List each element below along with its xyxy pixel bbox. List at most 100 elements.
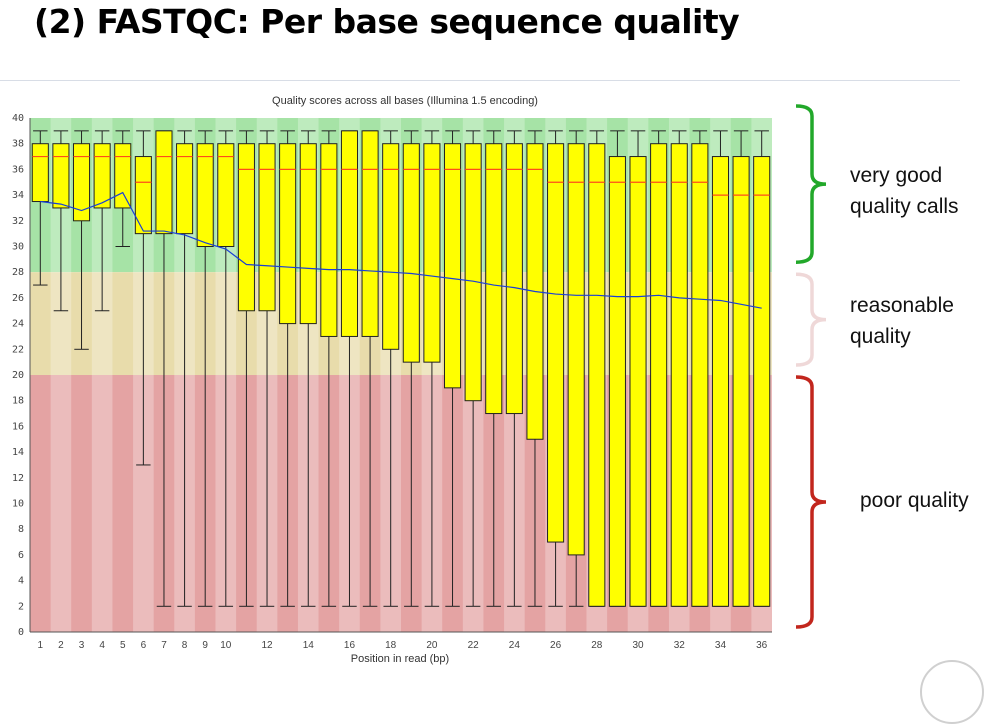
x-tick-labels: 1 2 3 4 5 6 7 8 9 10 12 14 16 18 20 22 24 26 28 30 32 34 36 <box>38 640 768 651</box>
x-tick-label: 34 <box>715 640 727 651</box>
y-tick-label: 6 <box>18 550 24 561</box>
box <box>711 156 730 607</box>
quality-boxplot-chart: Quality scores across all bases (Illumin… <box>12 95 772 665</box>
box-position-24 <box>505 130 523 607</box>
x-tick-label: 1 <box>38 640 44 651</box>
box <box>52 143 70 209</box>
box <box>361 130 379 337</box>
y-tick-label: 36 <box>12 164 24 175</box>
box-position-31 <box>650 130 668 607</box>
box <box>485 143 503 415</box>
x-tick-label: 36 <box>756 640 768 651</box>
box <box>340 130 359 337</box>
box <box>217 143 235 248</box>
reasonable-quality-bracket <box>795 272 827 367</box>
x-tick-label: 22 <box>468 640 480 651</box>
good-quality-annotation: very good quality calls <box>850 164 959 218</box>
box-position-3 <box>72 130 91 350</box>
x-tick-label: 26 <box>550 640 562 651</box>
y-tick-label: 22 <box>12 344 24 355</box>
box-position-6 <box>134 130 152 466</box>
box-position-16 <box>340 130 359 607</box>
box-position-22 <box>464 130 482 607</box>
box <box>608 156 626 607</box>
y-tick-label: 32 <box>12 216 24 227</box>
y-tick-label: 24 <box>12 319 24 330</box>
box-position-12 <box>258 130 276 607</box>
box <box>753 156 771 607</box>
box <box>279 143 297 325</box>
box-position-14 <box>299 130 317 607</box>
y-tick-label: 18 <box>12 396 24 407</box>
box <box>443 143 462 389</box>
box-position-26 <box>547 130 565 607</box>
box <box>258 143 276 312</box>
x-tick-label: 10 <box>220 640 232 651</box>
poor-quality-bracket <box>795 375 827 629</box>
box <box>670 143 688 607</box>
good-quality-bracket <box>795 104 827 264</box>
y-tick-label: 20 <box>12 370 24 381</box>
box-position-28 <box>588 130 606 607</box>
y-tick-label: 10 <box>12 499 24 510</box>
box-position-20 <box>423 130 441 607</box>
x-tick-label: 5 <box>120 640 126 651</box>
box <box>31 143 49 203</box>
poor-quality-annotation: poor quality <box>860 489 969 512</box>
box <box>196 143 214 248</box>
x-axis-label: Position in read (bp) <box>351 653 449 665</box>
x-tick-label: 9 <box>202 640 208 651</box>
x-tick-label: 12 <box>261 640 273 651</box>
y-tick-label: 26 <box>12 293 24 304</box>
x-tick-label: 3 <box>79 640 85 651</box>
y-tick-label: 40 <box>12 113 24 124</box>
box <box>629 156 647 607</box>
box <box>299 143 317 325</box>
box-position-35 <box>732 130 750 607</box>
box-position-34 <box>711 130 730 607</box>
box <box>423 143 441 363</box>
box <box>155 130 173 235</box>
box-position-21 <box>443 130 462 607</box>
box-position-30 <box>629 130 647 607</box>
box <box>732 156 750 607</box>
decorative-circle <box>920 660 984 724</box>
zone-poor <box>30 375 772 632</box>
x-tick-label: 14 <box>303 640 315 651</box>
mean-quality-line <box>40 191 762 309</box>
slide-divider <box>0 80 960 81</box>
box-position-10 <box>217 130 235 607</box>
box-position-1 <box>31 130 49 286</box>
x-tick-label: 8 <box>182 640 188 651</box>
x-tick-label: 6 <box>141 640 147 651</box>
y-tick-label: 28 <box>12 267 24 278</box>
box <box>650 143 668 607</box>
x-tick-label: 20 <box>426 640 438 651</box>
x-tick-label: 24 <box>509 640 521 651</box>
box-position-9 <box>196 130 214 607</box>
x-tick-label: 4 <box>99 640 105 651</box>
box-position-32 <box>670 130 688 607</box>
box <box>382 143 400 350</box>
box <box>72 143 91 222</box>
y-tick-label: 8 <box>18 524 24 535</box>
y-tick-label: 30 <box>12 242 24 253</box>
box <box>691 143 709 607</box>
quality-zones <box>30 118 772 632</box>
x-tick-label: 2 <box>58 640 64 651</box>
y-tick-label: 14 <box>12 447 24 458</box>
box-position-2 <box>52 130 70 312</box>
x-tick-label: 16 <box>344 640 356 651</box>
zone-reasonable <box>30 272 772 375</box>
box <box>134 156 152 235</box>
box-position-4 <box>93 130 111 312</box>
y-tick-label: 16 <box>12 421 24 432</box>
box-position-17 <box>361 130 379 607</box>
box-position-27 <box>567 130 585 607</box>
box <box>567 143 585 556</box>
box <box>237 143 255 312</box>
box <box>93 143 111 209</box>
y-tick-label: 38 <box>12 139 24 150</box>
y-tick-label: 0 <box>18 627 24 638</box>
